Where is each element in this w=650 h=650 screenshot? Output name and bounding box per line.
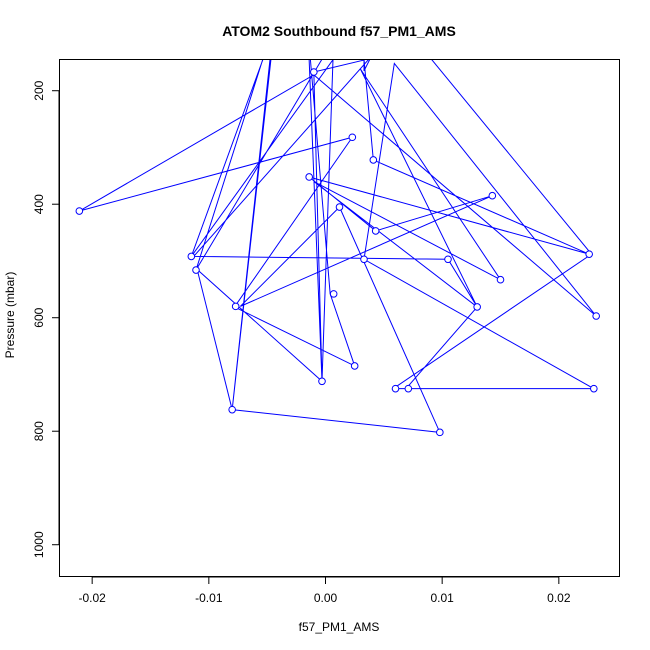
marker-layer — [75, 68, 600, 437]
x-tick-label: 0.02 — [547, 591, 571, 605]
data-point — [231, 302, 240, 311]
x-axis-label: f57_PM1_AMS — [299, 620, 380, 634]
data-point — [391, 384, 400, 393]
data-point — [318, 377, 326, 386]
data-point — [348, 133, 357, 142]
data-point — [335, 203, 344, 211]
x-tick-label: -0.01 — [195, 591, 223, 605]
data-point — [350, 362, 359, 370]
series-line — [79, 59, 597, 433]
data-point — [192, 266, 200, 274]
series-layer — [79, 59, 597, 433]
data-point — [488, 191, 497, 200]
data-point — [473, 303, 481, 311]
data-point — [187, 252, 196, 261]
y-tick-label: 600 — [32, 307, 46, 327]
y-tick-label: 400 — [32, 194, 46, 214]
y-axis: 200 400 600 800 1000 — [32, 80, 60, 558]
data-point — [75, 207, 84, 215]
data-point — [590, 384, 598, 393]
data-point — [371, 227, 380, 235]
data-point — [436, 428, 444, 437]
x-tick-label: 0.00 — [314, 591, 338, 605]
data-point — [310, 68, 318, 76]
data-point — [369, 156, 378, 164]
chart-title: ATOM2 Southbound f57_PM1_AMS — [222, 23, 456, 39]
x-tick-label: -0.02 — [78, 591, 106, 605]
data-point — [592, 312, 600, 320]
data-point — [496, 275, 505, 284]
data-point — [444, 255, 452, 264]
data-point — [329, 290, 338, 298]
data-point — [305, 173, 313, 181]
x-tick-label: 0.01 — [430, 591, 454, 605]
y-tick-label: 1000 — [32, 531, 46, 558]
y-tick-label: 200 — [32, 80, 46, 100]
data-point — [404, 384, 413, 393]
data-point — [585, 250, 593, 258]
plot-frame — [59, 59, 620, 577]
data-point — [360, 255, 368, 264]
y-axis-label: Pressure (mbar) — [3, 272, 17, 359]
data-point — [228, 405, 236, 414]
x-axis: -0.02 -0.01 0.00 0.01 0.02 — [78, 576, 571, 605]
y-tick-label: 800 — [32, 421, 46, 441]
